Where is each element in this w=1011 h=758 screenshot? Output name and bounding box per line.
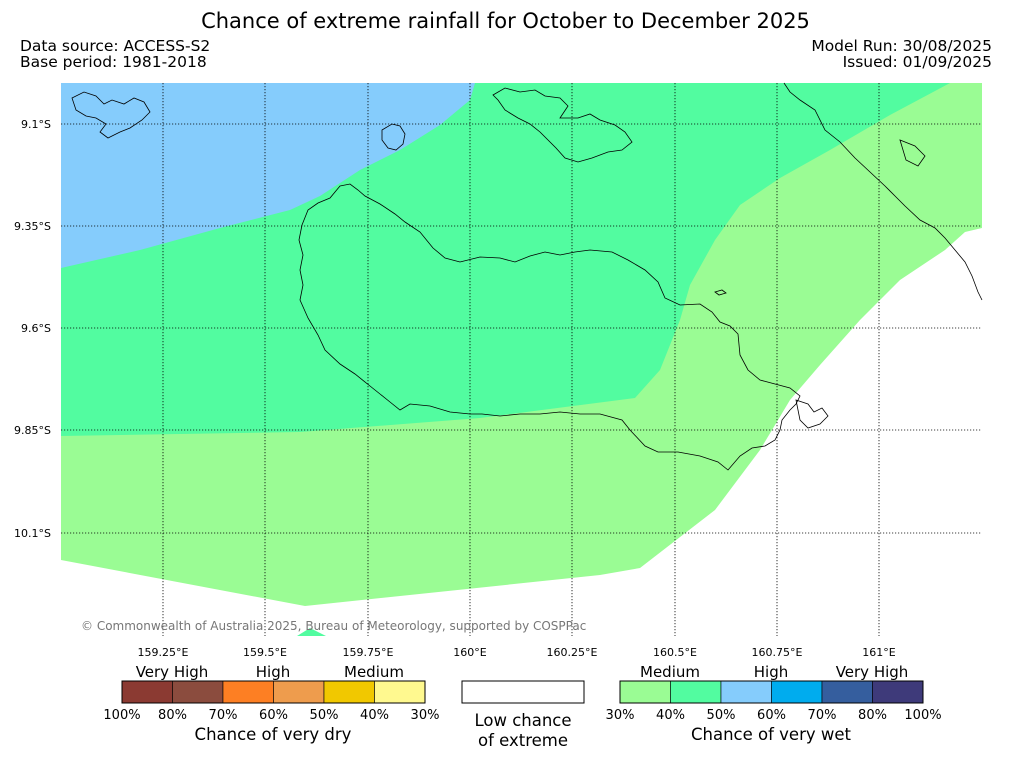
legend-wet-swatch xyxy=(720,680,772,704)
legend-low-swatch xyxy=(461,680,585,704)
legend-dry-tick-label: 60% xyxy=(259,708,288,723)
lon-label: 159.75°E xyxy=(343,646,394,659)
legend-wet-tick-label: 40% xyxy=(656,708,685,723)
region-wet-high xyxy=(61,83,475,268)
legend-wet-swatches xyxy=(619,680,924,704)
legend-dry-tick-label: 30% xyxy=(411,708,440,723)
legend-wet-tick-label: 30% xyxy=(606,708,635,723)
legend-dry-tick-label: 80% xyxy=(158,708,187,723)
lon-label: 159.5°E xyxy=(243,646,287,659)
legend-very-wet: Medium High Very High 30% 40% 50% 60% 70% 80%… xyxy=(606,663,942,744)
region-wet-medium-corner xyxy=(297,628,326,636)
legend-dry-swatch xyxy=(323,680,375,704)
legend-wet-tick-label: 50% xyxy=(707,708,736,723)
legend-dry-heading: Medium xyxy=(344,663,404,681)
graticule xyxy=(61,83,982,636)
coastline-islet-ne xyxy=(899,139,926,167)
header-left: Data source: ACCESS-S2 Base period: 1981… xyxy=(20,38,210,70)
legend-dry-swatch xyxy=(222,680,274,704)
lat-label: 9.35°S xyxy=(14,220,51,233)
coastline-islet-small xyxy=(714,289,727,296)
legend-low-title-2: of extreme xyxy=(478,731,568,750)
legend-dry-heading: High xyxy=(256,663,290,681)
page-title: Chance of extreme rainfall for October t… xyxy=(201,9,810,33)
lat-label: 10.1°S xyxy=(14,527,51,540)
legend-wet-tick-label: 80% xyxy=(858,708,887,723)
legend-wet-heading: High xyxy=(754,663,788,681)
legend-wet-ticks: 30% 40% 50% 60% 70% 80% 100% xyxy=(606,708,942,723)
legend-wet-swatch xyxy=(872,680,924,704)
coastline-malaita xyxy=(783,82,983,301)
legend-dry-swatches xyxy=(121,680,426,704)
coastline-florida-islands xyxy=(381,123,406,151)
legend-dry-tick-label: 50% xyxy=(310,708,339,723)
legend-very-dry: Very High High Medium 100% 80% 70% 60% 50% 40… xyxy=(103,663,439,744)
legend-wet-swatch xyxy=(619,680,671,704)
lat-label: 9.6°S xyxy=(21,322,51,335)
lon-label: 160.25°E xyxy=(547,646,598,659)
lon-label: 159.25°E xyxy=(138,646,189,659)
legend-dry-tick-label: 40% xyxy=(360,708,389,723)
legend-low-chance: Low chance of extreme xyxy=(461,680,585,750)
legend-wet-swatch xyxy=(821,680,873,704)
coastline-guadalcanal xyxy=(298,183,801,471)
legend-dry-swatch xyxy=(273,680,325,704)
data-source-text: Data source: ACCESS-S2 xyxy=(20,37,211,55)
lon-label: 160°E xyxy=(453,646,486,659)
legend-dry-ticks: 100% 80% 70% 60% 50% 40% 30% xyxy=(103,708,439,723)
legend-dry-swatch xyxy=(374,680,426,704)
coastlines xyxy=(71,82,983,471)
legend-dry-title: Chance of very dry xyxy=(195,725,352,744)
base-period-text: Base period: 1981-2018 xyxy=(20,53,207,71)
issued-text: Issued: 01/09/2025 xyxy=(842,53,992,71)
legend-dry-swatch xyxy=(172,680,224,704)
map-area xyxy=(61,83,982,636)
lon-label: 160.5°E xyxy=(653,646,697,659)
legend-wet-title: Chance of very wet xyxy=(691,725,852,744)
coastline-savo-north xyxy=(492,87,633,163)
legend-wet-heading: Medium xyxy=(640,663,700,681)
coastline-islet-e xyxy=(795,399,829,429)
legend-wet-swatch xyxy=(771,680,823,704)
header-right: Model Run: 30/08/2025 Issued: 01/09/2025 xyxy=(811,38,992,70)
legend-wet-heading: Very High xyxy=(836,663,909,681)
legend-dry-tick-label: 100% xyxy=(103,708,140,723)
lon-label: 160.75°E xyxy=(752,646,803,659)
coastline-nw-islands xyxy=(71,91,151,139)
legend-dry-swatch xyxy=(121,680,173,704)
legend-wet-tick-label: 60% xyxy=(757,708,786,723)
legend-wet-tick-label: 70% xyxy=(808,708,837,723)
legend-low-title-1: Low chance xyxy=(474,711,571,730)
lat-label: 9.1°S xyxy=(21,118,51,131)
latitude-labels: 9.1°S 9.35°S 9.6°S 9.85°S 10.1°S xyxy=(14,118,51,540)
legend-wet-swatch xyxy=(670,680,722,704)
copyright-text: © Commonwealth of Australia 2025, Bureau… xyxy=(81,619,586,633)
lon-label: 161°E xyxy=(862,646,895,659)
lat-label: 9.85°S xyxy=(14,424,51,437)
legend-dry-tick-label: 70% xyxy=(209,708,238,723)
legend-wet-tick-label: 100% xyxy=(904,708,941,723)
model-run-text: Model Run: 30/08/2025 xyxy=(811,37,992,55)
longitude-labels: 159.25°E 159.5°E 159.75°E 160°E 160.25°E… xyxy=(138,646,896,659)
legend-dry-heading: Very High xyxy=(136,663,209,681)
